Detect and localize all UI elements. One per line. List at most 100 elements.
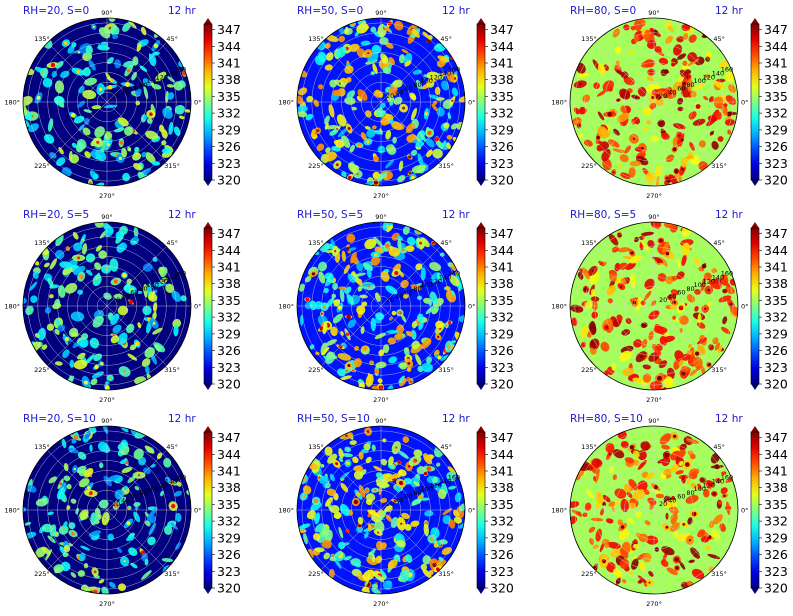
field-blob (606, 285, 616, 296)
field-core (59, 482, 63, 486)
colorbar-frame (476, 431, 486, 589)
field-blob (130, 562, 138, 569)
radial-tick-label: 100 (146, 281, 158, 289)
field-blob (362, 569, 375, 581)
field-blob (371, 553, 376, 563)
field-blob (630, 274, 636, 288)
field-blob (164, 476, 171, 483)
field-blob (621, 578, 627, 584)
field-blob (689, 141, 695, 151)
field-blob (163, 525, 173, 535)
field-blob (441, 140, 447, 148)
radial-tick-label: 60 (677, 493, 685, 501)
radial-tick-label: 80 (139, 489, 147, 497)
field-blob (627, 517, 635, 524)
field-blob (126, 535, 135, 542)
field-core (601, 559, 607, 564)
field-blob (174, 490, 182, 497)
colorbar-gradient (477, 24, 485, 180)
field-core (73, 467, 77, 471)
angular-gridline (380, 42, 441, 103)
field-blob (167, 92, 175, 100)
field-blob (349, 440, 357, 446)
field-core (76, 69, 80, 74)
field-blob (144, 558, 149, 566)
field-blob (422, 568, 432, 579)
field-blob (88, 59, 96, 71)
field-core (650, 71, 653, 74)
field-blob (98, 579, 105, 584)
field-blob (321, 346, 330, 356)
field-blob (372, 63, 378, 75)
field-core (70, 112, 76, 118)
field-blob (314, 512, 321, 525)
field-blob (79, 509, 89, 519)
field-blob (612, 28, 621, 38)
field-blob (665, 512, 669, 520)
field-blob (54, 80, 65, 94)
field-blob (372, 171, 381, 180)
colorbar-tick-label: 329 (217, 122, 241, 137)
field-blob (580, 325, 588, 338)
angle-tick-label: 135° (581, 35, 597, 43)
angle-tick-label: 135° (34, 35, 50, 43)
field-core (109, 376, 112, 379)
field-core (591, 325, 595, 329)
field-blob (324, 497, 333, 507)
field-core (682, 81, 686, 86)
colorbar-gradient (204, 228, 212, 384)
colorbar-extend-max (751, 426, 759, 432)
field-blob (673, 44, 683, 56)
field-blob (89, 444, 93, 452)
field-blob (374, 292, 381, 302)
field-core (322, 305, 326, 309)
field-blob (338, 457, 344, 463)
field-core (681, 168, 684, 171)
panel-title: RH=80, S=10 (570, 413, 643, 425)
field-blob (306, 510, 316, 520)
angle-tick-label: 180° (551, 99, 567, 107)
field-blob (640, 239, 650, 252)
angle-tick-label: 135° (308, 239, 324, 247)
field-blob (137, 290, 143, 295)
field-blob (608, 466, 615, 474)
field-blob (133, 502, 141, 507)
angle-tick-label: 270° (646, 396, 662, 404)
field-blob (57, 324, 66, 332)
colorbar-tick-label: 347 (217, 430, 241, 445)
panel-title: RH=80, S=0 (570, 5, 636, 17)
field-blob (184, 109, 191, 113)
angular-gridline (321, 246, 382, 307)
field-blob (143, 467, 151, 475)
field-core (107, 85, 113, 90)
field-blob (688, 34, 697, 43)
angle-tick-label: 270° (373, 600, 389, 608)
field-blob (702, 95, 709, 101)
field-blob (422, 31, 430, 39)
field-blob (318, 84, 324, 90)
field-blob (677, 97, 684, 105)
field-blob (705, 480, 715, 487)
field-blob (320, 463, 325, 468)
field-blob (454, 492, 462, 503)
field-blob (330, 504, 340, 514)
field-blob (385, 42, 394, 49)
field-blob (655, 493, 665, 499)
colorbar-tick-label: 320 (764, 581, 788, 596)
angle-tick-label: 90° (101, 213, 113, 221)
field-blob (95, 149, 107, 162)
angle-tick-label: 315° (164, 570, 180, 578)
field-core (648, 581, 651, 584)
field-blob (70, 311, 85, 322)
colorbar-tick-label: 320 (490, 173, 514, 188)
colorbar-extend-min (204, 180, 212, 186)
colorbar-tick-label: 320 (217, 173, 241, 188)
angle-tick-label: 225° (308, 570, 324, 578)
field-blob (329, 129, 338, 136)
radial-tick-label: 160 (174, 270, 186, 278)
field-blob (670, 289, 679, 296)
field-blob (325, 147, 331, 153)
